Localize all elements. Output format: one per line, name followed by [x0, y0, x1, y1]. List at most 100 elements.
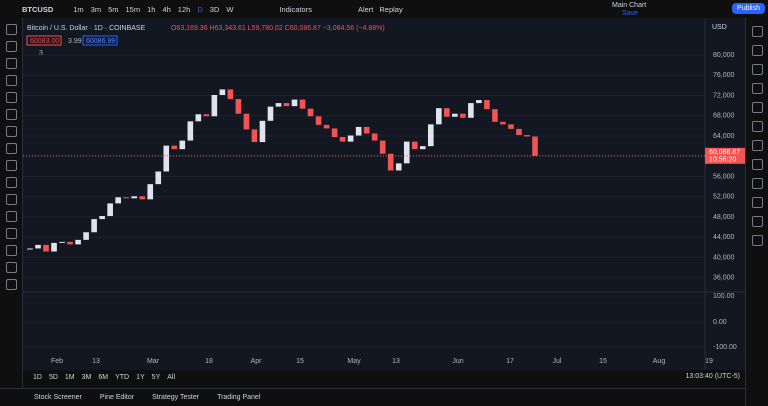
- tool-icon[interactable]: [751, 159, 763, 170]
- x-tick-label: 13: [92, 358, 100, 365]
- tab[interactable]: Pine Editor: [99, 394, 135, 401]
- interval-button[interactable]: W: [226, 4, 234, 14]
- interval-button[interactable]: 3D: [209, 4, 220, 14]
- spread: 3.99: [68, 38, 82, 45]
- tool-icon[interactable]: [5, 109, 17, 120]
- tool-icon[interactable]: [5, 160, 17, 171]
- ask: 60086.99: [86, 38, 115, 45]
- chart-bg: [23, 18, 745, 370]
- x-tick-label: 17: [506, 358, 514, 365]
- layout-name: Main Chart: [612, 2, 647, 9]
- tool-icon[interactable]: [5, 262, 17, 273]
- layout-status: Save: [622, 10, 638, 17]
- range-button[interactable]: 1M: [64, 373, 75, 381]
- range-button[interactable]: YTD: [115, 373, 130, 381]
- tool-icon[interactable]: [751, 26, 763, 37]
- chart: Bitcoin / U.S. Dollar · 1D · COINBASE O6…: [23, 18, 745, 370]
- candle: [500, 121, 506, 125]
- y-tick-label: 52,000: [713, 194, 735, 201]
- candle: [411, 141, 418, 150]
- range-button[interactable]: 3M: [81, 373, 92, 381]
- candle: [83, 232, 89, 240]
- tool-icon[interactable]: [5, 58, 17, 69]
- candle: [468, 103, 474, 118]
- y-tick-label: 56,000: [713, 173, 735, 180]
- interval-button[interactable]: D: [197, 4, 203, 14]
- interval-button[interactable]: 12h: [177, 4, 191, 14]
- interval-button[interactable]: 1h: [147, 4, 156, 14]
- indicator-count[interactable]: 3: [39, 50, 43, 57]
- tool-icon[interactable]: [751, 178, 763, 189]
- countdown: 10:56:20: [709, 157, 736, 164]
- tool-icon[interactable]: [5, 228, 17, 239]
- tool-icon[interactable]: [5, 143, 17, 154]
- tool-icon[interactable]: [751, 83, 763, 94]
- x-tick-label: 13: [392, 358, 400, 365]
- tool-icon[interactable]: [5, 92, 17, 103]
- candle: [315, 116, 322, 125]
- x-tick-label: Aug: [653, 358, 666, 365]
- indicators-button[interactable]: Indicators: [279, 4, 312, 14]
- tool-icon[interactable]: [751, 102, 763, 113]
- candle: [75, 239, 81, 245]
- x-tick-label: Jun: [452, 358, 463, 365]
- interval-button[interactable]: 1m: [73, 4, 84, 14]
- candle: [267, 106, 274, 121]
- tool-icon[interactable]: [5, 41, 17, 52]
- right-sidebar: [745, 18, 768, 406]
- candle: [363, 126, 370, 134]
- tool-icon[interactable]: [751, 121, 763, 132]
- tool-icon[interactable]: [5, 24, 17, 35]
- tool-icon[interactable]: [5, 245, 17, 256]
- candle: [387, 153, 394, 171]
- tab[interactable]: Trading Panel: [217, 394, 261, 401]
- candle: [187, 121, 194, 141]
- interval-button[interactable]: 15m: [125, 4, 141, 14]
- candle: [291, 99, 298, 107]
- layout-menu[interactable]: Main Chart Save: [612, 2, 646, 18]
- x-tick-label: Mar: [147, 358, 160, 365]
- tool-icon[interactable]: [5, 279, 17, 290]
- range-button[interactable]: 6M: [98, 373, 109, 381]
- symbol[interactable]: BTCUSD: [22, 4, 54, 14]
- legend-ohlc: O63,169.36 H63,343.61 L59,780.02 C60,086…: [171, 25, 385, 32]
- interval-button[interactable]: 5m: [108, 4, 119, 14]
- currency[interactable]: USD: [712, 24, 727, 31]
- range-button[interactable]: All: [167, 373, 176, 381]
- range-button[interactable]: 5Y: [151, 373, 161, 381]
- range-button[interactable]: 1Y: [136, 373, 145, 381]
- tool-icon[interactable]: [751, 216, 763, 227]
- candle: [436, 108, 442, 125]
- publish-button[interactable]: Publish: [732, 3, 765, 14]
- candle: [115, 197, 121, 204]
- tab[interactable]: Stock Screener: [34, 394, 82, 401]
- interval-button[interactable]: 4h: [162, 4, 171, 14]
- tool-icon[interactable]: [5, 126, 17, 137]
- alert-button[interactable]: Alert: [357, 4, 374, 14]
- tool-icon[interactable]: [751, 235, 763, 246]
- replay-button[interactable]: Replay: [379, 4, 403, 14]
- y-tick-label: 48,000: [713, 214, 735, 221]
- tool-icon[interactable]: [5, 211, 17, 222]
- candle: [323, 124, 330, 129]
- interval-button[interactable]: 3m: [90, 4, 102, 14]
- ask-box: [82, 35, 118, 46]
- tool-icon[interactable]: [751, 140, 763, 151]
- tool-icon[interactable]: [5, 177, 17, 188]
- tool-icon[interactable]: [5, 75, 17, 86]
- candle: [227, 89, 234, 100]
- candle: [427, 124, 434, 147]
- bid: 60083.00: [30, 38, 59, 45]
- bid-box: [26, 35, 62, 46]
- candle: [43, 244, 49, 252]
- candle: [524, 135, 530, 137]
- tool-icon[interactable]: [751, 64, 763, 75]
- candle: [452, 113, 458, 117]
- tab[interactable]: Strategy Tester: [152, 394, 200, 401]
- range-button[interactable]: 5D: [48, 373, 58, 381]
- x-tick-label: 19: [705, 358, 713, 365]
- tool-icon[interactable]: [751, 45, 763, 56]
- tool-icon[interactable]: [751, 197, 763, 208]
- tool-icon[interactable]: [5, 194, 17, 205]
- range-button[interactable]: 1D: [33, 373, 42, 381]
